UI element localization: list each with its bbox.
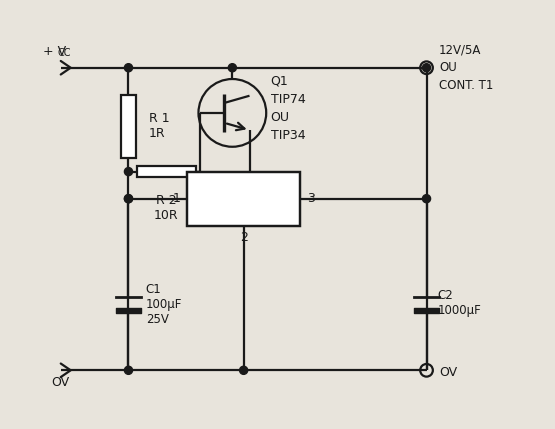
Circle shape [124,195,133,203]
Circle shape [422,63,431,72]
Text: C2
1000μF: C2 1000μF [438,289,482,317]
Circle shape [228,63,236,72]
Text: 3: 3 [307,192,315,205]
Circle shape [422,195,431,203]
Text: C1
100μF
25V: C1 100μF 25V [145,283,182,326]
Text: R 2
10R: R 2 10R [154,194,179,222]
Text: 7812: 7812 [226,202,261,216]
Circle shape [240,366,248,375]
Text: CC: CC [57,48,70,58]
Circle shape [124,366,133,375]
Text: 12V/5A
OU
CONT. T1: 12V/5A OU CONT. T1 [439,43,493,92]
Circle shape [124,168,133,175]
Bar [137,166,196,177]
Text: 1: 1 [173,192,180,205]
Text: 2: 2 [240,231,248,244]
Bar [187,172,300,226]
Circle shape [124,195,133,203]
Bar [121,95,136,158]
Text: OV: OV [52,376,70,389]
Text: + V: + V [43,45,66,58]
Text: R 1
1R: R 1 1R [149,112,169,140]
Text: CI-1: CI-1 [230,184,258,198]
Text: Q1
TIP74
OU
TIP34: Q1 TIP74 OU TIP34 [271,75,305,142]
Circle shape [124,63,133,72]
Text: OV: OV [439,366,457,379]
